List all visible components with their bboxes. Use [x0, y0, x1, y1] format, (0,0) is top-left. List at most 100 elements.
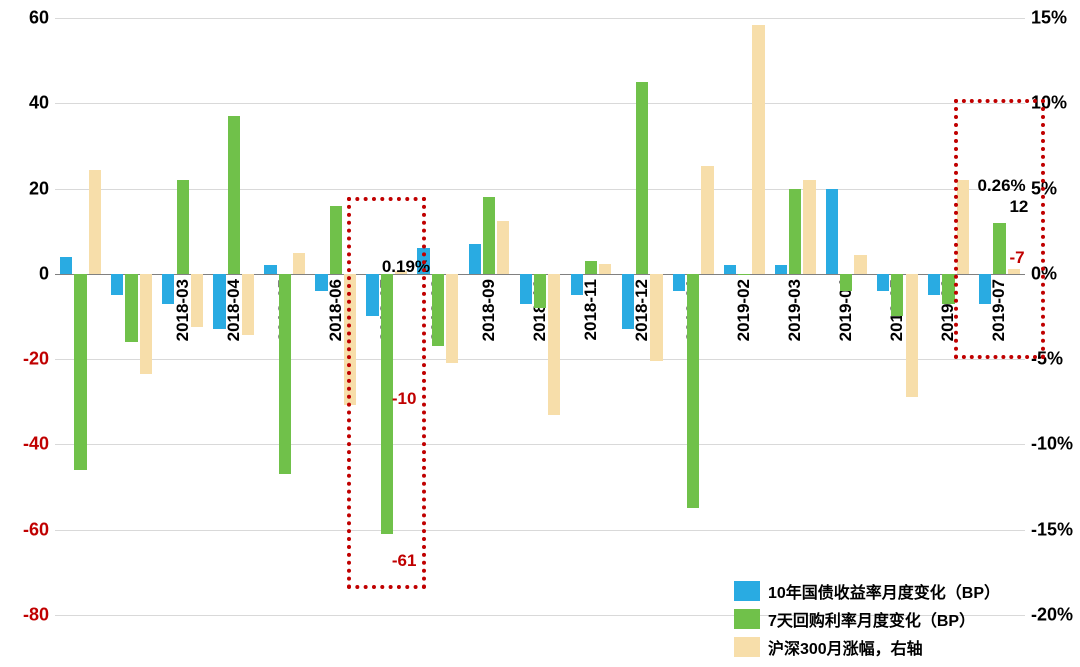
legend-label: 10年国债收益率月度变化（BP） — [768, 579, 1000, 603]
y-left-tick: -60 — [0, 519, 49, 540]
y-left-tick: 20 — [0, 178, 49, 199]
legend-item: 沪深300月涨幅，右轴 — [734, 635, 1000, 659]
bar — [548, 274, 560, 416]
bar — [599, 264, 611, 274]
y-right-tick: -5% — [1031, 349, 1080, 370]
bar — [803, 180, 815, 274]
annotation: -7 — [1009, 248, 1024, 268]
y-right-tick: 0% — [1031, 263, 1080, 284]
plot-area: 2018-012018-022018-032018-042018-052018-… — [55, 18, 1025, 615]
bar — [906, 274, 918, 397]
bar — [483, 197, 495, 274]
bar — [293, 253, 305, 273]
annotation: 0.19% — [382, 257, 430, 277]
legend-label: 沪深300月涨幅，右轴 — [768, 635, 923, 659]
gridline — [55, 18, 1025, 19]
bar — [534, 274, 546, 308]
y-left-tick: 60 — [0, 8, 49, 29]
x-axis-label: 2018-11 — [581, 279, 601, 340]
bar — [571, 274, 583, 295]
bar — [177, 180, 189, 274]
annotation: -10 — [392, 389, 417, 409]
bar — [1008, 269, 1020, 273]
bar — [74, 274, 86, 470]
annotation: 0.26% — [977, 176, 1025, 196]
y-axis-left: -80-60-40-200204060 — [0, 18, 55, 615]
bar — [854, 255, 866, 274]
y-left-tick: -20 — [0, 349, 49, 370]
legend-item: 10年国债收益率月度变化（BP） — [734, 579, 1000, 603]
bar — [701, 166, 713, 273]
bar — [979, 274, 991, 304]
bar — [826, 189, 838, 274]
chart-container: -80-60-40-200204060 -20%-15%-10%-5%0%5%1… — [0, 0, 1080, 667]
bar — [366, 274, 378, 317]
bar — [315, 274, 327, 291]
bar — [650, 274, 662, 361]
bar — [993, 223, 1005, 274]
bar — [432, 274, 444, 346]
bar — [60, 257, 72, 274]
bar — [162, 274, 174, 304]
bar — [469, 244, 481, 274]
x-axis-label: 2018-09 — [479, 279, 499, 341]
legend-swatch — [734, 637, 760, 657]
y-right-tick: -15% — [1031, 519, 1080, 540]
gridline — [55, 444, 1025, 445]
bar — [789, 189, 801, 274]
annotation: 12 — [1009, 197, 1028, 217]
bar — [775, 265, 787, 274]
y-right-tick: 5% — [1031, 178, 1080, 199]
y-right-tick: 15% — [1031, 8, 1080, 29]
y-right-tick: -20% — [1031, 605, 1080, 626]
y-right-tick: 10% — [1031, 93, 1080, 114]
y-right-tick: -10% — [1031, 434, 1080, 455]
bar — [111, 274, 123, 295]
bar — [738, 274, 750, 275]
bar — [228, 116, 240, 274]
gridline — [55, 103, 1025, 104]
bar — [585, 261, 597, 274]
annotation: -61 — [392, 551, 417, 571]
y-left-tick: -40 — [0, 434, 49, 455]
bar — [622, 274, 634, 329]
x-axis-label: 2018-04 — [224, 279, 244, 341]
bar — [673, 274, 685, 291]
bar — [242, 274, 254, 335]
x-axis-label: 2018-03 — [173, 279, 193, 341]
gridline — [55, 189, 1025, 190]
bar — [752, 25, 764, 274]
x-axis-label: 2018-12 — [632, 279, 652, 341]
y-left-tick: -80 — [0, 605, 49, 626]
bar — [140, 274, 152, 375]
legend: 10年国债收益率月度变化（BP） 7天回购利率月度变化（BP） 沪深300月涨幅，右… — [734, 575, 1000, 659]
bar — [877, 274, 889, 291]
bar — [957, 180, 969, 274]
bar — [330, 206, 342, 274]
legend-label: 7天回购利率月度变化（BP） — [768, 607, 975, 631]
bar — [213, 274, 225, 329]
bar — [279, 274, 291, 474]
bar — [497, 221, 509, 274]
legend-swatch — [734, 609, 760, 629]
y-axis-right: -20%-15%-10%-5%0%5%10%15% — [1025, 18, 1080, 615]
bar — [891, 274, 903, 317]
bar — [942, 274, 954, 304]
bar — [446, 274, 458, 363]
bar — [191, 274, 203, 327]
bar — [840, 274, 852, 291]
bar — [928, 274, 940, 295]
legend-item: 7天回购利率月度变化（BP） — [734, 607, 1000, 631]
gridline — [55, 359, 1025, 360]
gridline — [55, 530, 1025, 531]
x-axis-label: 2019-03 — [785, 279, 805, 341]
bar — [687, 274, 699, 509]
bar — [89, 170, 101, 274]
bar — [724, 265, 736, 274]
legend-swatch — [734, 581, 760, 601]
x-axis-label: 2019-02 — [734, 279, 754, 341]
y-left-tick: 0 — [0, 263, 49, 284]
bar — [636, 82, 648, 274]
bar — [520, 274, 532, 304]
x-axis-label: 2019-07 — [989, 279, 1009, 341]
